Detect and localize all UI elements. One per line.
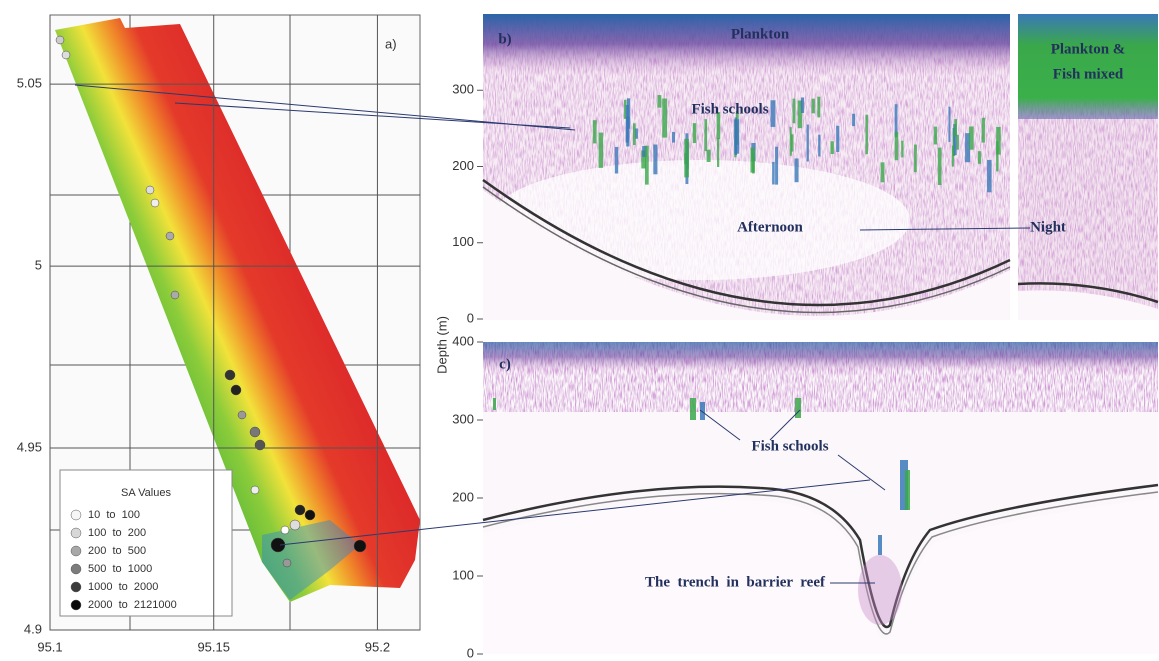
- fish-school: [704, 119, 707, 151]
- fish-school: [878, 535, 882, 555]
- fish-school: [954, 119, 957, 136]
- fish-school: [934, 127, 937, 145]
- legend-label: 10 to 100: [88, 509, 140, 521]
- fish-school: [693, 123, 697, 143]
- legend-label: 1000 to 2000: [88, 581, 158, 593]
- fish-school: [793, 99, 796, 124]
- fish-school: [969, 126, 974, 149]
- annotation: Night: [1030, 219, 1066, 235]
- fish-school: [771, 100, 776, 127]
- y-tick-label: 300: [452, 411, 474, 426]
- fish-school: [795, 398, 801, 418]
- panel-label: b): [498, 31, 511, 47]
- annotation: Plankton &: [1051, 41, 1126, 57]
- fish-school: [987, 160, 992, 192]
- fish-school: [817, 97, 820, 118]
- fish-school: [938, 148, 942, 185]
- legend-swatch: [71, 510, 81, 520]
- fish-school: [493, 398, 496, 410]
- panel-label: c): [499, 356, 511, 372]
- echogram-c: [483, 342, 1158, 654]
- fish-school: [952, 146, 954, 167]
- fish-school: [807, 125, 809, 162]
- fish-school: [978, 151, 981, 164]
- legend-label: 100 to 200: [88, 527, 146, 539]
- legend-swatch: [71, 546, 81, 556]
- fish-school: [752, 153, 755, 173]
- fish-school: [599, 133, 603, 168]
- fish-school: [948, 107, 950, 142]
- fish-school: [895, 132, 899, 160]
- y-tick-label: 0: [467, 645, 474, 660]
- legend-label: 2000 to 2121000: [88, 599, 177, 611]
- y-tick-label: 200: [452, 158, 474, 173]
- legend-swatch: [71, 582, 81, 592]
- fish-school: [881, 162, 885, 182]
- y-tick-label: 4.9: [24, 621, 42, 636]
- y-tick-label: 4.95: [17, 439, 42, 454]
- y-tick-label: 300: [452, 82, 474, 97]
- legend-title: SA Values: [121, 487, 171, 499]
- fish-school: [633, 123, 636, 145]
- legend-swatch: [71, 528, 81, 538]
- fish-school: [996, 141, 998, 171]
- fish-school: [593, 120, 597, 143]
- fish-school: [684, 139, 689, 177]
- fish-school: [865, 115, 868, 155]
- legend-swatch: [71, 600, 81, 610]
- annotation: Plankton: [731, 26, 790, 42]
- fish-school: [801, 97, 804, 113]
- fish-school: [836, 126, 839, 152]
- fish-school: [672, 132, 675, 143]
- annotation: Fish schools: [691, 101, 768, 117]
- fish-school: [615, 147, 618, 174]
- x-tick-label: 95.15: [197, 639, 230, 654]
- echogram-b: [483, 14, 1158, 320]
- fish-school: [734, 119, 739, 153]
- fish-school: [818, 135, 820, 157]
- fish-school: [830, 141, 833, 154]
- fish-school: [717, 138, 719, 167]
- figure: 95.1 95.15 95.2 4.9 4.95 5 5.05 a) SA Values 10 t…: [0, 0, 1159, 661]
- y-tick-label: 5.05: [17, 76, 42, 91]
- y-tick-label: 100: [452, 567, 474, 582]
- y-tick-label: 200: [452, 489, 474, 504]
- annotation: The trench in barrier reef: [645, 574, 826, 590]
- y-tick-label: 0: [467, 310, 474, 325]
- annotation: Afternoon: [737, 219, 803, 235]
- y-tick-label: 100: [452, 234, 474, 249]
- fish-school: [905, 470, 910, 510]
- fish-school: [626, 116, 629, 146]
- fish-school: [901, 141, 903, 158]
- fish-school: [653, 144, 657, 174]
- fish-school: [852, 114, 855, 126]
- fish-school: [772, 162, 775, 185]
- legend-label: 200 to 500: [88, 545, 146, 557]
- fish-school: [914, 145, 917, 173]
- fish-school: [662, 99, 667, 138]
- annotation: Fish schools: [751, 438, 828, 454]
- fish-school: [657, 95, 661, 108]
- fish-school: [790, 127, 792, 156]
- y-tick-label: 400: [452, 333, 474, 348]
- y-tick-label: 5: [35, 258, 42, 273]
- fish-school: [775, 147, 778, 185]
- legend-swatch: [71, 564, 81, 574]
- annotation: Fish mixed: [1053, 66, 1124, 82]
- x-tick-label: 95.2: [365, 639, 390, 654]
- fish-school: [690, 398, 696, 420]
- panel-label: a): [385, 36, 397, 51]
- x-tick-label: 95.1: [37, 639, 62, 654]
- fish-school: [645, 146, 649, 185]
- fish-school: [812, 99, 815, 114]
- fish-school: [707, 150, 711, 162]
- legend-label: 500 to 1000: [88, 563, 152, 575]
- fish-school: [795, 158, 799, 182]
- fish-school: [957, 135, 959, 150]
- fish-school: [982, 118, 985, 143]
- y-axis-label: Depth (m): [434, 316, 449, 374]
